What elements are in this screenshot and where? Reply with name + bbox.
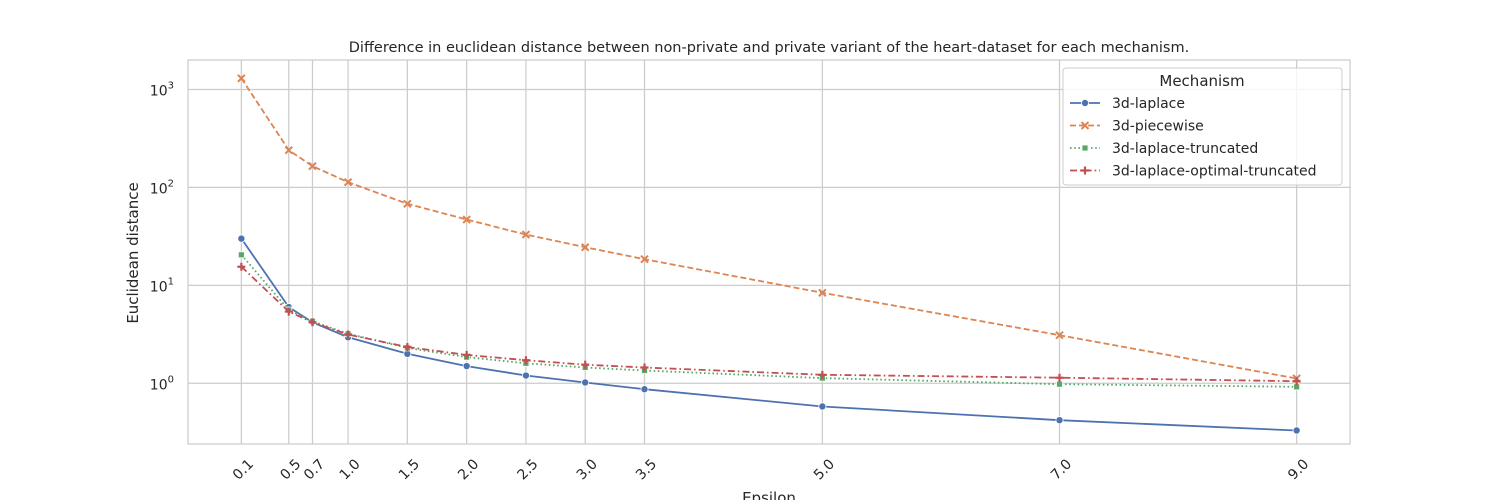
data-point xyxy=(462,215,471,224)
x-tick-label: 9.0 xyxy=(1285,456,1312,483)
y-tick-label: 100 xyxy=(150,374,174,393)
y-tick-labels: 100 101 102 103 xyxy=(150,80,174,393)
series-3d-laplace-optimal-truncated xyxy=(237,262,1301,386)
legend-label: 3d-piecewise xyxy=(1112,119,1204,135)
data-point xyxy=(640,385,649,394)
series-3d-piecewise xyxy=(237,74,1301,383)
data-point xyxy=(640,363,649,372)
legend-marker xyxy=(1081,144,1089,152)
x-tick-label: 7.0 xyxy=(1048,456,1075,483)
x-tick-label: 5.0 xyxy=(811,456,838,483)
legend-marker xyxy=(1080,121,1090,130)
y-axis-label: Euclidean distance xyxy=(124,182,142,323)
data-point xyxy=(640,254,649,264)
data-point xyxy=(284,145,293,155)
legend-box xyxy=(1062,67,1343,186)
legend-marker xyxy=(1081,99,1090,108)
legend-title: Mechanism xyxy=(1159,72,1244,90)
data-point xyxy=(343,178,353,187)
data-point xyxy=(581,378,590,387)
series-line xyxy=(240,266,1297,383)
data-point xyxy=(818,402,827,411)
data-point xyxy=(1055,330,1064,340)
data-point xyxy=(462,350,471,359)
x-tick-label: 2.0 xyxy=(455,456,482,483)
data-point xyxy=(237,262,246,271)
legend-label: 3d-laplace-truncated xyxy=(1112,141,1258,157)
x-axis-label: Epsilon xyxy=(742,489,796,500)
y-tick-label: 102 xyxy=(150,178,174,197)
legend-label: 3d-laplace-optimal-truncated xyxy=(1112,164,1317,180)
data-point xyxy=(1292,426,1301,435)
y-tick-label: 101 xyxy=(150,276,174,295)
data-point xyxy=(462,362,471,371)
data-point xyxy=(403,349,412,358)
data-point xyxy=(1056,380,1063,388)
x-tick-label: 2.5 xyxy=(514,456,541,483)
data-point xyxy=(344,330,353,339)
data-point xyxy=(521,230,531,239)
data-point xyxy=(403,199,412,209)
data-point xyxy=(1292,377,1301,386)
x-tick-label: 0.1 xyxy=(230,456,257,483)
x-tick-label: 3.0 xyxy=(574,456,601,483)
legend-item: 3d-laplace-optimal-truncated xyxy=(1070,164,1317,180)
data-point xyxy=(308,318,317,327)
legend-item: 3d-laplace xyxy=(1070,96,1185,112)
data-point xyxy=(581,360,590,369)
legend-item: 3d-piecewise xyxy=(1070,119,1204,135)
legend-marker xyxy=(1081,166,1089,175)
data-point xyxy=(1055,373,1064,382)
y-tick-label: 103 xyxy=(150,80,174,99)
data-point xyxy=(237,74,246,83)
x-tick-label: 3.5 xyxy=(633,456,660,483)
data-point xyxy=(818,370,827,379)
data-point xyxy=(521,371,530,380)
data-point xyxy=(237,251,245,259)
x-tick-label: 1.5 xyxy=(396,456,423,483)
legend-item: 3d-laplace-truncated xyxy=(1070,141,1258,157)
x-tick-labels: 0.1 0.50.7 1.0 1.5 2.0 2.5 3.0 3.5 5.0 7.0 9.0 xyxy=(230,456,1312,483)
chart-title: Difference in euclidean distance between… xyxy=(349,40,1189,56)
data-point xyxy=(521,356,530,365)
x-tick-label: 0.7 xyxy=(301,456,328,483)
x-tick-label: 0.5 xyxy=(277,456,304,483)
plot-frame xyxy=(187,59,1351,445)
series-layer xyxy=(237,74,1301,435)
legend-label: 3d-laplace xyxy=(1112,96,1185,112)
data-point xyxy=(237,234,246,243)
data-point xyxy=(284,307,293,316)
data-point xyxy=(308,161,317,171)
x-tick-label: 1.0 xyxy=(337,456,364,483)
data-point xyxy=(1055,416,1064,425)
data-point xyxy=(403,342,412,351)
data-point xyxy=(818,288,827,297)
data-point xyxy=(581,243,590,252)
series-line xyxy=(240,238,1297,432)
legend: Mechanism 3d-laplace 3d-piecewise 3d-lapla… xyxy=(1062,67,1343,186)
